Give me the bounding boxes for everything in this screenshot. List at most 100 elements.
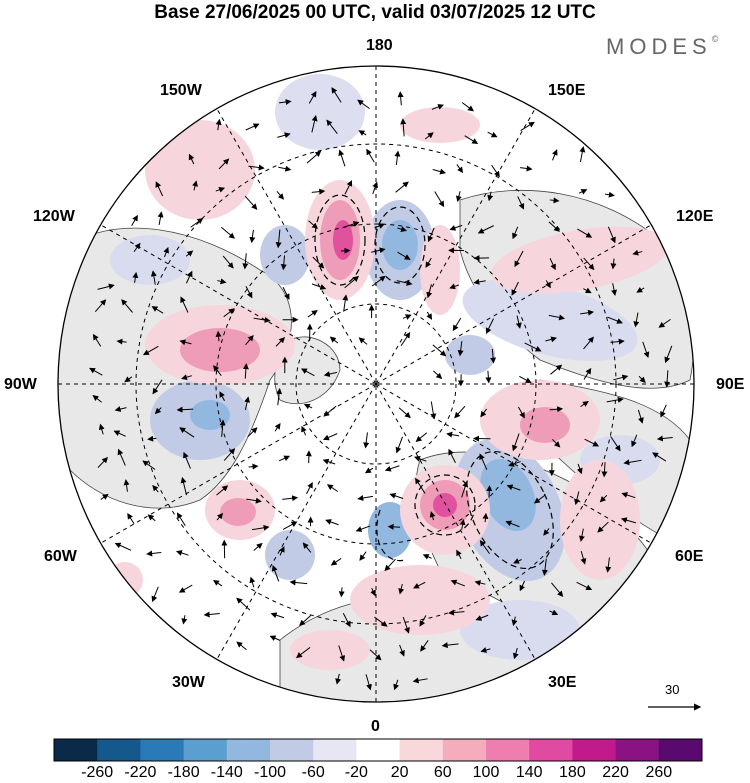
wind-vector bbox=[397, 251, 411, 260]
wind-vector bbox=[114, 406, 127, 412]
wind-vector bbox=[301, 425, 307, 436]
wind-vector bbox=[413, 581, 426, 589]
wind-vector bbox=[299, 614, 312, 626]
wind-vector bbox=[274, 423, 281, 432]
wind-vector bbox=[308, 220, 319, 229]
wind-vector bbox=[338, 587, 345, 598]
wind-vector bbox=[340, 247, 351, 254]
wind-vector bbox=[399, 644, 405, 657]
colorbar-swatch bbox=[140, 739, 185, 761]
wind-vector bbox=[512, 647, 519, 660]
wind-vector bbox=[400, 331, 411, 347]
wind-vector bbox=[331, 87, 342, 103]
colorbar-outline bbox=[53, 738, 703, 762]
wind-vector bbox=[524, 342, 542, 352]
wind-vector bbox=[366, 148, 375, 163]
wind-vector bbox=[245, 286, 253, 299]
wind-vector bbox=[427, 227, 435, 243]
colorbar bbox=[53, 738, 703, 762]
wind-vector bbox=[452, 317, 462, 332]
wind-vector bbox=[420, 640, 429, 652]
wind-vector bbox=[607, 316, 623, 324]
wind-vector bbox=[485, 370, 492, 384]
wind-vector bbox=[219, 419, 226, 437]
wind-vector bbox=[475, 614, 489, 621]
wind-vector bbox=[175, 550, 189, 556]
lon-label-30w: 30W bbox=[172, 674, 205, 691]
wind-vector bbox=[430, 401, 437, 420]
wind-vector bbox=[441, 642, 459, 649]
wind-vector bbox=[312, 256, 325, 269]
wind-vector bbox=[658, 318, 671, 328]
wind-vector bbox=[485, 318, 494, 335]
wind-vector bbox=[146, 550, 162, 557]
wind-vector bbox=[364, 467, 374, 474]
wind-vector bbox=[251, 524, 270, 531]
wind-vector bbox=[482, 512, 489, 523]
wind-vector bbox=[487, 191, 494, 202]
wind-vector bbox=[479, 539, 490, 554]
wind-vector bbox=[448, 448, 456, 463]
wind-vector bbox=[358, 337, 368, 345]
wind-vector bbox=[365, 674, 372, 691]
wind-vector bbox=[303, 403, 313, 410]
wind-vector bbox=[426, 311, 433, 320]
wind-vector bbox=[277, 132, 291, 139]
wind-vector bbox=[384, 465, 400, 472]
wind-vector bbox=[473, 278, 486, 285]
colorbar-swatch bbox=[356, 739, 401, 761]
colorbar-swatch bbox=[658, 739, 703, 761]
wind-vector bbox=[605, 557, 612, 573]
wind-vector bbox=[163, 246, 169, 258]
wind-vector bbox=[479, 453, 488, 470]
map-title: Base 27/06/2025 00 UTC, valid 03/07/2025… bbox=[154, 2, 596, 23]
wind-vector bbox=[374, 616, 388, 627]
wind-vector bbox=[355, 525, 371, 532]
wind-vector bbox=[433, 370, 443, 380]
colorbar-swatch bbox=[270, 739, 314, 761]
wind-vector bbox=[394, 150, 401, 166]
wind-vector bbox=[213, 579, 223, 587]
wind-vector bbox=[402, 314, 412, 320]
wind-vector bbox=[270, 612, 285, 619]
colorbar-tick-label: -220 bbox=[124, 764, 157, 781]
lon-label-180: 180 bbox=[366, 37, 393, 54]
lon-label-30e: 30E bbox=[548, 674, 577, 691]
wind-vector bbox=[578, 528, 585, 542]
wind-vector bbox=[548, 314, 566, 321]
wind-vector bbox=[279, 546, 285, 556]
wind-vector bbox=[133, 242, 141, 253]
wind-vector bbox=[121, 299, 133, 313]
wind-vector bbox=[549, 258, 556, 271]
wind-vector bbox=[359, 551, 367, 561]
wind-vector bbox=[124, 376, 133, 383]
colorbar-swatch bbox=[442, 739, 487, 761]
wind-vector bbox=[449, 283, 460, 290]
wind-vector bbox=[631, 434, 638, 448]
wind-vector bbox=[464, 135, 479, 144]
wind-vector bbox=[335, 673, 342, 685]
lon-label-60e: 60E bbox=[675, 548, 704, 565]
wind-vector bbox=[491, 164, 500, 178]
wind-vector bbox=[578, 189, 588, 195]
wind-vector bbox=[412, 677, 428, 684]
lon-label-150w: 150W bbox=[160, 82, 202, 99]
wind-vector bbox=[623, 459, 642, 466]
wind-vector bbox=[610, 436, 621, 452]
wind-vector bbox=[236, 641, 247, 651]
colorbar-tick-label: -20 bbox=[344, 764, 368, 781]
colorbar-tick-label: 140 bbox=[515, 764, 543, 781]
colorbar-tick-label: -260 bbox=[81, 764, 114, 781]
wind-vector bbox=[94, 299, 107, 313]
wind-vector bbox=[543, 528, 550, 536]
wind-vector bbox=[244, 195, 258, 210]
wind-vector bbox=[419, 615, 427, 627]
wind-vector bbox=[358, 130, 367, 136]
wind-vector bbox=[183, 451, 191, 469]
wind-vector bbox=[117, 448, 126, 466]
wind-vector bbox=[276, 191, 285, 200]
wind-vector bbox=[426, 284, 433, 299]
colorbar-swatch bbox=[97, 739, 141, 761]
wind-vector bbox=[179, 339, 192, 346]
wind-vector bbox=[342, 294, 349, 312]
